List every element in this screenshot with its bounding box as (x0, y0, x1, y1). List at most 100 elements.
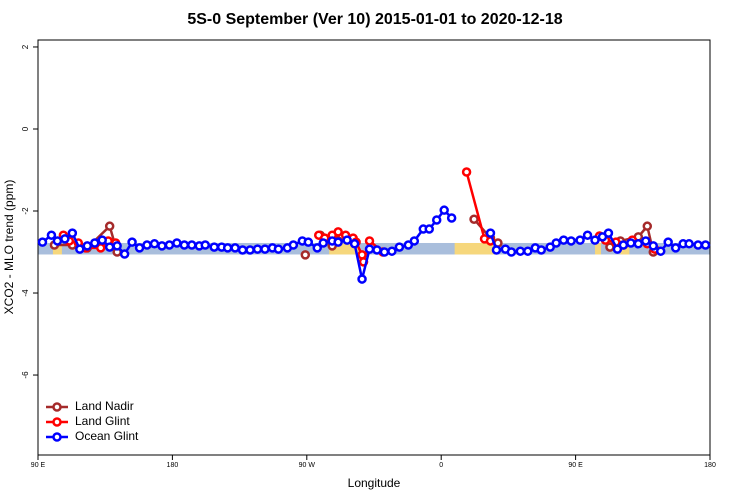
point (37, 237, 48, 247)
point (558, 235, 569, 245)
chart-title: 5S-0 September (Ver 10) 2015-01-01 to 20… (187, 11, 562, 28)
x-tick-label: 180 (167, 462, 179, 469)
y-tick-label: -6 (21, 371, 30, 379)
y-tick-label: 2 (21, 44, 30, 49)
point (670, 243, 681, 253)
point (693, 240, 703, 250)
point (237, 245, 248, 255)
point (379, 247, 390, 257)
point (551, 238, 561, 248)
point (127, 237, 137, 247)
point (89, 238, 100, 248)
point (684, 239, 694, 249)
y-tick-label: 0 (21, 126, 30, 131)
point (134, 243, 145, 253)
point (566, 236, 576, 246)
point (142, 240, 152, 250)
point (485, 228, 496, 238)
point (303, 237, 314, 247)
point (252, 244, 263, 254)
point (612, 244, 623, 254)
point (260, 244, 270, 254)
point (300, 250, 311, 260)
point (149, 239, 160, 249)
legend-marker (52, 417, 62, 427)
point (523, 246, 533, 256)
point (603, 228, 614, 238)
point (288, 240, 299, 250)
point (222, 243, 233, 253)
point (626, 238, 636, 248)
point (230, 243, 240, 253)
point (157, 241, 167, 251)
point (75, 244, 85, 254)
point (642, 221, 653, 231)
point (403, 240, 414, 250)
point (97, 235, 107, 245)
y-tick-label: -4 (21, 289, 30, 297)
land-patch (454, 242, 495, 255)
point (387, 246, 397, 256)
legend-marker (52, 432, 62, 442)
point (82, 241, 93, 251)
point (104, 242, 115, 252)
x-tick-label: 0 (439, 462, 443, 469)
legend-marker (52, 402, 62, 412)
point (575, 235, 585, 245)
point (245, 245, 255, 255)
x-tick-label: 90 W (299, 462, 316, 469)
land-patch (595, 242, 601, 255)
point (52, 236, 63, 246)
point (545, 242, 555, 252)
point (364, 244, 375, 254)
point (491, 245, 502, 255)
point (112, 241, 122, 251)
point (506, 247, 517, 257)
point (172, 238, 182, 248)
point (515, 246, 526, 256)
point (349, 239, 360, 249)
point (312, 243, 323, 253)
land-patch (329, 242, 360, 255)
y-tick-label: -2 (21, 207, 30, 215)
point (648, 241, 659, 251)
point (446, 213, 457, 223)
point (424, 224, 435, 234)
point (590, 235, 600, 245)
point (431, 215, 442, 225)
point (333, 227, 343, 237)
point (46, 230, 57, 240)
point (655, 246, 666, 256)
point (119, 249, 130, 259)
point (663, 237, 673, 247)
point (179, 240, 190, 250)
point (357, 274, 367, 284)
point (618, 240, 629, 250)
legend-label: Ocean Glint (75, 429, 139, 443)
legend-label: Land Glint (75, 414, 130, 428)
point (104, 221, 115, 231)
point (273, 244, 284, 254)
point (372, 245, 382, 255)
x-axis-label: Longitude (348, 476, 401, 490)
point (333, 237, 343, 247)
point (164, 240, 175, 250)
y-axis-label: XCO2 - MLO trend (ppm) (2, 180, 16, 315)
point (641, 236, 651, 246)
x-tick-label: 90 E (568, 462, 583, 469)
point (582, 230, 593, 240)
point (318, 238, 328, 248)
point (700, 240, 711, 250)
point (394, 242, 405, 252)
x-tick-label: 180 (704, 462, 716, 469)
point (187, 240, 197, 250)
point (209, 242, 219, 252)
point (364, 236, 375, 246)
point (469, 214, 479, 224)
point (60, 234, 70, 244)
plot-frame (37, 39, 711, 456)
point (536, 245, 547, 255)
point (439, 205, 449, 215)
x-tick-label: 90 E (31, 462, 46, 469)
